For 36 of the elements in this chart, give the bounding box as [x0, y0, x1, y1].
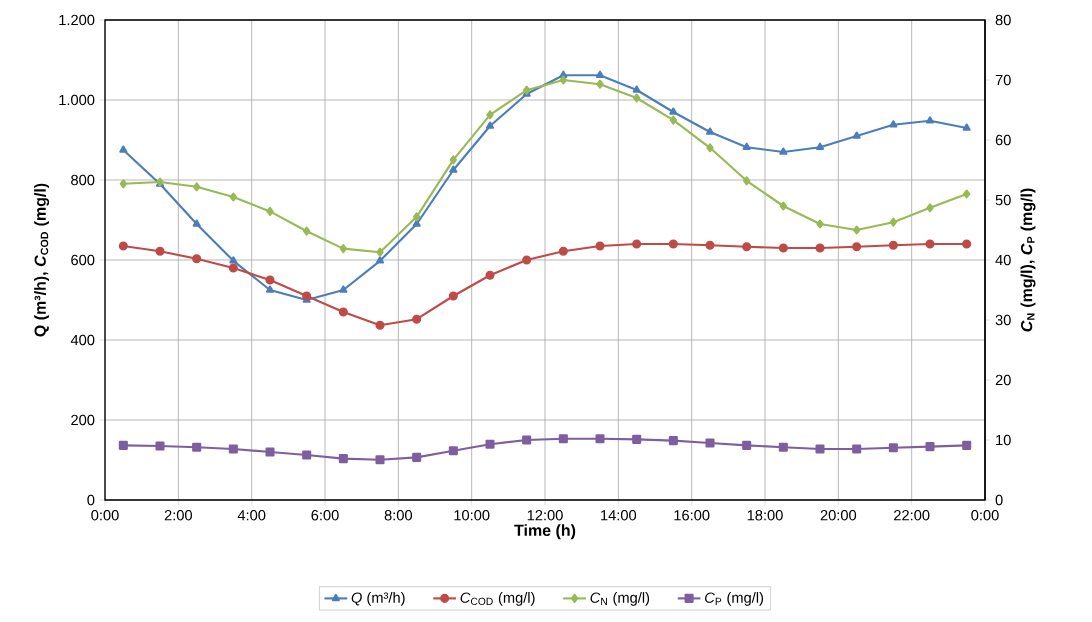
y-tick-label: 800 — [71, 174, 95, 186]
x-tick-label: 0:00 — [971, 510, 999, 521]
x-tick-label: 8:00 — [384, 510, 413, 521]
y2-tick-label: 10 — [996, 434, 1011, 446]
y2-tick-label: 40 — [995, 254, 1011, 266]
x-tick-label: 20:00 — [820, 510, 857, 521]
y2-tick-label: 80 — [995, 14, 1011, 26]
y2-tick-label: 30 — [995, 314, 1011, 326]
y2-axis-title: C$_{N}$ (mg/l), C$_{P}$ (mg/l) — [1020, 188, 1036, 332]
x-tick-label: 2:00 — [164, 510, 193, 521]
legend-label: C$_{COD}$ (mg/l) — [460, 592, 535, 606]
x-tick-label: 6:00 — [311, 510, 339, 521]
x-tick-label: 4:00 — [237, 510, 266, 521]
legend-label: Q (m³/h) — [351, 592, 405, 606]
x-tick-label: 18:00 — [747, 510, 783, 521]
x-axis-title: Time (h) — [514, 524, 576, 540]
x-tick-label: 14:00 — [601, 510, 637, 521]
y-tick-label: 200 — [71, 414, 95, 426]
y-tick-label: 1.000 — [59, 94, 95, 106]
y-axis-title: Q (m³/h), C$_{COD}$ (mg/l) — [34, 183, 50, 337]
y2-tick-label: 20 — [995, 374, 1011, 386]
y-tick-label: 1.200 — [59, 14, 95, 26]
legend-label: C$_{P}$ (mg/l) — [705, 592, 764, 606]
y-tick-label: 600 — [71, 254, 95, 266]
y-tick-label: 0 — [87, 494, 95, 506]
y2-tick-label: 70 — [995, 74, 1011, 86]
x-tick-label: 12:00 — [527, 510, 563, 521]
legend-label: C$_{N}$ (mg/l) — [590, 592, 650, 606]
y-tick-label: 400 — [70, 334, 95, 346]
y2-tick-label: 60 — [995, 134, 1011, 146]
x-tick-label: 16:00 — [674, 510, 710, 521]
x-tick-label: 22:00 — [894, 510, 930, 521]
y2-tick-label: 0 — [995, 494, 1003, 506]
x-tick-label: 10:00 — [454, 510, 490, 521]
y2-tick-label: 50 — [995, 194, 1011, 206]
x-tick-label: 0:00 — [91, 510, 119, 521]
